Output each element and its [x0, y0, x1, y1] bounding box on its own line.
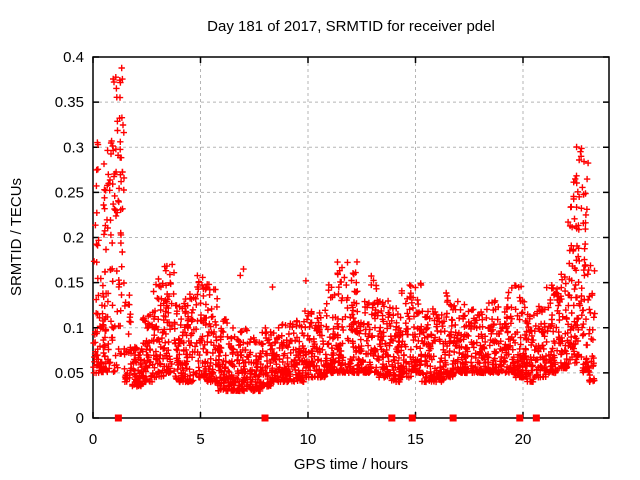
chart-title: Day 181 of 2017, SRMTID for receiver pde…	[207, 18, 495, 35]
y-tick-label: 0.25	[55, 184, 84, 201]
y-tick-label: 0.3	[63, 139, 84, 156]
y-tick-label: 0.05	[55, 365, 84, 382]
x-axis-label: GPS time / hours	[294, 456, 408, 473]
x-tick-label: 20	[515, 431, 532, 448]
x-tick-label: 5	[196, 431, 204, 448]
x-tick-label: 15	[407, 431, 424, 448]
y-tick-label: 0.4	[63, 49, 84, 66]
baseline-flag-square	[408, 414, 416, 422]
data-points-plus-markers	[90, 64, 598, 395]
y-tick-label: 0.15	[55, 275, 84, 292]
y-axis-label: SRMTID / TECUs	[8, 178, 25, 296]
y-tick-label: 0	[76, 410, 84, 427]
baseline-flag-square	[261, 414, 269, 422]
x-tick-label: 10	[300, 431, 317, 448]
y-tick-label: 0.35	[55, 94, 84, 111]
baseline-flag-square	[449, 414, 457, 422]
y-tick-label: 0.2	[63, 230, 84, 247]
baseline-flag-square	[532, 414, 540, 422]
y-tick-label: 0.1	[63, 320, 84, 337]
x-tick-label: 0	[89, 431, 97, 448]
baseline-flag-square	[516, 414, 524, 422]
baseline-flag-square	[114, 414, 122, 422]
baseline-flag-square	[388, 414, 396, 422]
